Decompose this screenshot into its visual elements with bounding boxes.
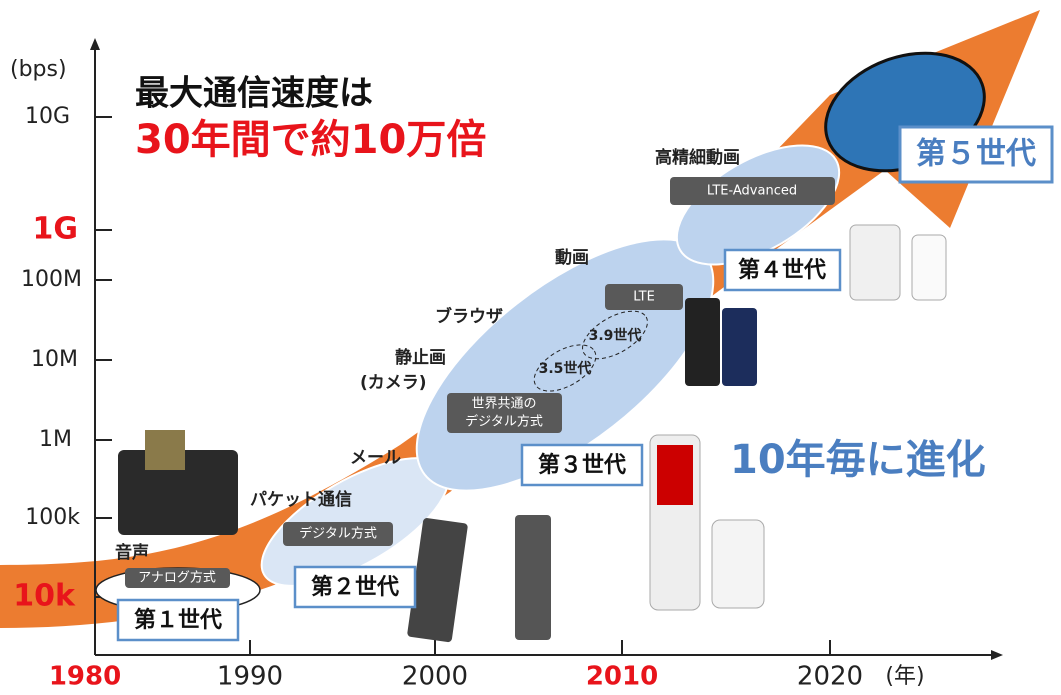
x-label: 2010 (586, 662, 658, 692)
headline: 最大通信速度は (135, 74, 373, 114)
y-ticks (95, 116, 112, 598)
y-arrow (90, 38, 100, 50)
tech-box (447, 393, 562, 433)
service: パケット通信 (250, 489, 352, 510)
tech: LTE (633, 290, 655, 305)
sub-gen: 3.5世代 (539, 360, 592, 377)
x-label: 1980 (49, 662, 121, 692)
service: 高精細動画 (655, 147, 740, 168)
x-label: 2000 (402, 662, 468, 692)
x-arrow (991, 650, 1003, 660)
tech: アナログ方式 (138, 570, 216, 586)
tech-box (283, 522, 393, 546)
headline: 30年間で約10万倍 (135, 117, 486, 163)
gen-label: 第１世代 (134, 607, 222, 633)
x-label: 1990 (217, 662, 283, 692)
tech-box (605, 284, 683, 310)
gen39-ellipse (582, 310, 648, 360)
y-label: 100k (25, 505, 80, 530)
y-label: 1G (33, 212, 79, 247)
gen-label: 第４世代 (738, 257, 826, 283)
gen-box (723, 248, 842, 292)
y-unit: (bps) (10, 57, 67, 82)
service: 音声 (115, 542, 149, 563)
x-ticks (249, 640, 831, 655)
service: 静止画 (395, 347, 446, 368)
gen-label: 第３世代 (538, 452, 626, 478)
tech: LTE-Advanced (707, 184, 797, 199)
side-note: 10年毎に進化 (730, 437, 986, 483)
sub-gen: 3.9世代 (589, 327, 642, 344)
service: (カメラ) (360, 373, 427, 393)
gen-box (898, 125, 1054, 184)
service: 動画 (555, 247, 589, 268)
gen-box (520, 443, 644, 487)
gen-label: 第２世代 (311, 574, 399, 600)
tech-box (670, 177, 835, 205)
y-label: 10G (25, 104, 70, 129)
tech-box (125, 568, 230, 588)
y-label: 10k (13, 579, 76, 614)
gen-box (116, 598, 240, 642)
tech: 世界共通の (471, 397, 536, 412)
gen-box (293, 565, 417, 609)
tech: デジタル方式 (299, 526, 377, 542)
tech: デジタル方式 (465, 414, 543, 430)
y-label: 10M (31, 347, 78, 372)
gen35-ellipse (533, 344, 597, 392)
x-label: 2020 (797, 662, 863, 692)
service: ブラウザ (435, 306, 503, 327)
service: メール (350, 448, 401, 468)
y-label: 1M (39, 427, 72, 452)
phones (118, 224, 947, 643)
x-unit: (年) (885, 664, 924, 689)
y-label: 100M (21, 267, 82, 292)
gen-label: 第５世代 (916, 137, 1036, 172)
